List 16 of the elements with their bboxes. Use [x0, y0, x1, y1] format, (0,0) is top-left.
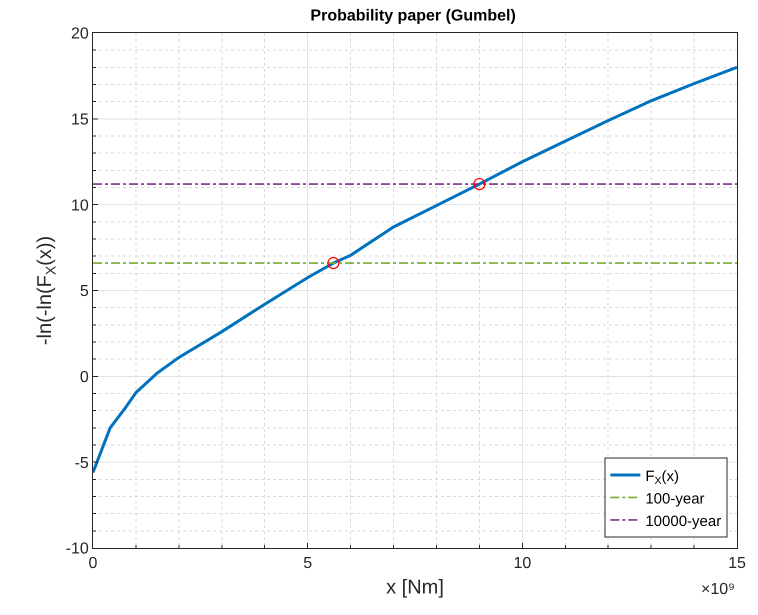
y-tick-label: 10: [71, 197, 89, 214]
x-tick-label: 10: [513, 555, 532, 572]
legend-label: F$_{X}$(x): [645, 468, 680, 487]
legend-label: 10000-year: [645, 512, 722, 530]
x-axis-title: x [Nm]: [386, 576, 444, 599]
y-tick-label: -10: [66, 540, 89, 558]
y-tick-label: 0: [80, 368, 89, 386]
x-tick-label: 15: [728, 555, 746, 572]
chart-title: Probability paper (Gumbel): [310, 7, 516, 24]
y-tick-label: 15: [71, 111, 89, 128]
y-tick-label: 5: [80, 283, 89, 300]
y-tick-label: 20: [71, 26, 89, 43]
x-tick-label: 5: [303, 555, 312, 572]
text: ×10⁹: [701, 581, 735, 598]
y-tick-label: -5: [74, 454, 89, 472]
legend-label: 100-year: [645, 490, 705, 508]
